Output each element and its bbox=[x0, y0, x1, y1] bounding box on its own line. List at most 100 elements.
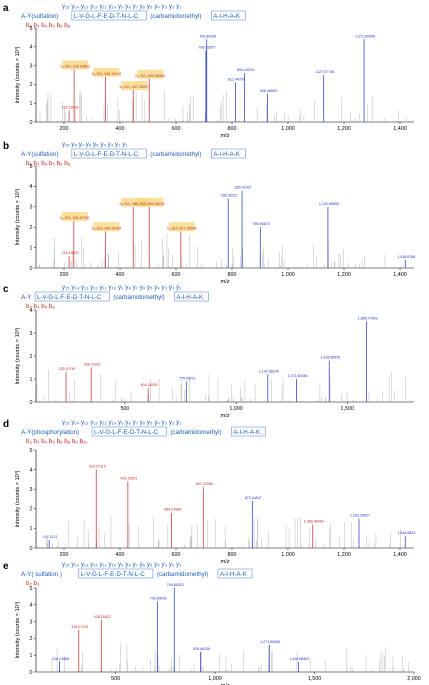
sequence-box bbox=[231, 426, 266, 437]
x-tick-label: 1,400 bbox=[393, 272, 407, 278]
x-tick-label: 400 bbox=[116, 272, 125, 278]
x-tick-label: 600 bbox=[172, 552, 181, 558]
sulfo-highlight bbox=[121, 81, 148, 91]
sequence-part: (carbamidomethyl) bbox=[150, 151, 201, 158]
peak-label: 1,418.6769 bbox=[397, 255, 415, 259]
peak-label: 428.15651 bbox=[120, 476, 137, 480]
y-tick-label: 1 bbox=[30, 653, 33, 659]
y-axis-title: Intensity (counts × 10³) bbox=[15, 327, 21, 384]
panel-b: b y₁₅ y₈ y₇ y₆ y₅ y₄ y₃ y₂ y₁ A-Y(sulfatio… bbox=[3, 141, 415, 285]
x-tick-label: 600 bbox=[172, 272, 181, 278]
peak-label: 812.44799 bbox=[228, 78, 245, 82]
x-tick-label: 1,500 bbox=[308, 676, 322, 682]
y-tick-label: 5 bbox=[30, 164, 33, 170]
peak-label: b₃-SO₃ 348.19219 bbox=[92, 72, 121, 76]
x-tick-label: 1,500 bbox=[341, 406, 355, 412]
b-ion-labels: b₂ b₃ b₄ b₅ b₆ b₈ bbox=[26, 160, 71, 167]
peak-label: 926.46338 bbox=[193, 647, 210, 651]
y-axis-title: Intensity (counts × 10³) bbox=[15, 470, 21, 527]
peak-label: b₆-SO₃ 617.36548 bbox=[167, 226, 196, 230]
peak-label: 794.89310 bbox=[167, 583, 184, 587]
sequence-part: A-I-H-A-K bbox=[213, 13, 241, 20]
peak-label: 1,418.6823 bbox=[397, 531, 415, 535]
sulfo-highlight bbox=[61, 212, 88, 222]
sequence-part: L-V-G-L-F-E-D-T-N-L-C bbox=[94, 429, 159, 436]
peak-label: b₅-SO₃ 504.28483 bbox=[136, 74, 165, 78]
x-tick-label: 1,200 bbox=[337, 552, 351, 558]
sequence-part: L-V-G-L-F-E-D-T-N-L-C bbox=[74, 13, 139, 20]
sequence-part: A-Y(sulfation) bbox=[21, 13, 58, 20]
y-tick-label: 3 bbox=[30, 63, 33, 69]
b-ion-labels: b₂ b₃ b₅ b₆ bbox=[26, 303, 55, 310]
panel-label: b bbox=[3, 141, 9, 152]
x-tick-label: 1,000 bbox=[281, 552, 295, 558]
x-axis-title: m/z bbox=[220, 133, 229, 139]
y-tick-label: 0 bbox=[30, 400, 33, 406]
y-ion-labels: y₁₅ y₁₄ y₁₃ y₁₂ y₁₁ y₁₀ y₉ y₈ y₇ y₆ y₅ y… bbox=[62, 561, 181, 568]
x-axis-title: m/z bbox=[220, 559, 229, 565]
x-axis-title: m/z bbox=[220, 279, 229, 285]
sequence-part: A-Y(phosphorylation) bbox=[21, 429, 79, 436]
sequence-box bbox=[91, 426, 167, 437]
y-tick-label: 3 bbox=[30, 487, 33, 493]
peak-label: 147.1121 bbox=[43, 535, 58, 539]
sequence-part: L-V-G-L-F-E-D-T-N-L-C bbox=[74, 151, 139, 158]
y-axis-title: Intensity (counts × 10³) bbox=[15, 601, 21, 658]
y-tick-label: 1 bbox=[30, 526, 33, 532]
y-axis-title: Intensity (counts × 10³) bbox=[15, 188, 21, 245]
y-tick-label: 2 bbox=[30, 507, 33, 513]
panel-label: d bbox=[3, 419, 9, 430]
b-ion-labels: b₂ b₃ b₄ b₅ b₆ b₈ b₉ b₁₀ bbox=[26, 438, 88, 445]
y-tick-label: 4 bbox=[30, 45, 33, 51]
peak-label: 844.43224 bbox=[237, 68, 254, 72]
sequence-part: A-Y( sulfation ) bbox=[21, 571, 62, 578]
panel-label: e bbox=[3, 561, 9, 572]
peak-label: 584.24986 bbox=[164, 508, 181, 512]
peak-label: 315.07315 bbox=[89, 465, 106, 469]
peak-label: 315.07433 bbox=[71, 625, 88, 629]
peak-label: 926.46593 bbox=[260, 89, 277, 93]
peak-label: 1,088.48464 bbox=[304, 519, 324, 523]
peak-label: 1,271.60346 bbox=[288, 374, 308, 378]
y-tick-label: 5 bbox=[30, 586, 33, 592]
peak-label: 1,271.60596 bbox=[260, 640, 280, 644]
sequence-box bbox=[71, 148, 147, 159]
y-tick-label: 0 bbox=[30, 120, 33, 126]
y-tick-label: 3 bbox=[30, 619, 33, 625]
peak-label: 775.90211 bbox=[179, 376, 196, 380]
y-tick-label: 1 bbox=[30, 101, 33, 107]
panel-c: c y₁₅ y₁₄ y₁₃ y₁₂ y₁₁ y₁₀ y₉ y₈ y₇ y₆ y₅ … bbox=[3, 284, 414, 419]
x-tick-label: 1,000 bbox=[229, 406, 243, 412]
x-tick-label: 2,000 bbox=[407, 676, 421, 682]
x-tick-label: 1,200 bbox=[337, 272, 351, 278]
x-axis-title: m/z bbox=[220, 683, 229, 685]
peak-label: 1,586.77403 bbox=[358, 317, 378, 321]
y-axis-title: Intensity (counts × 10³) bbox=[15, 46, 21, 103]
panel-label: a bbox=[3, 3, 9, 14]
x-tick-label: 500 bbox=[120, 406, 129, 412]
x-tick-label: 800 bbox=[228, 126, 237, 132]
sulfo-highlight bbox=[93, 222, 120, 232]
sulfo-highlight bbox=[168, 222, 195, 232]
peak-label: 786.36222 bbox=[221, 194, 238, 198]
y-tick-label: 4 bbox=[30, 603, 33, 609]
peak-label: 1,418.68530 bbox=[320, 356, 340, 360]
peak-label: 1,142.58140 bbox=[259, 369, 279, 373]
sequence-part: (carbamidomethyl) bbox=[150, 13, 201, 20]
sequence-box bbox=[71, 10, 147, 21]
x-tick-label: 200 bbox=[60, 272, 69, 278]
x-tick-label: 1,000 bbox=[208, 676, 222, 682]
sequence-part: L-V-G-L-F-E-D-T-N-L-C bbox=[37, 294, 102, 301]
sequence-part: L-V-G-L-F-E-D-T-N-L-C bbox=[81, 571, 146, 578]
x-tick-label: 400 bbox=[116, 126, 125, 132]
sequence-box bbox=[174, 291, 209, 302]
y-tick-label: 2 bbox=[30, 636, 33, 642]
y-ion-labels: y₁₅ y₁₄ y₁₃ y₁₂ y₁₁ y₁₀ y₉ y₈ y₇ y₆ y₅ y… bbox=[62, 3, 181, 10]
x-tick-label: 1,200 bbox=[337, 126, 351, 132]
x-tick-label: 1,400 bbox=[393, 126, 407, 132]
sequence-part: A-I-H-A-K bbox=[220, 571, 248, 578]
sulfo-highlight bbox=[93, 67, 120, 77]
peak-label: 218.14966 bbox=[52, 657, 69, 661]
sequence-part: (carbamidomethyl) bbox=[113, 294, 164, 301]
